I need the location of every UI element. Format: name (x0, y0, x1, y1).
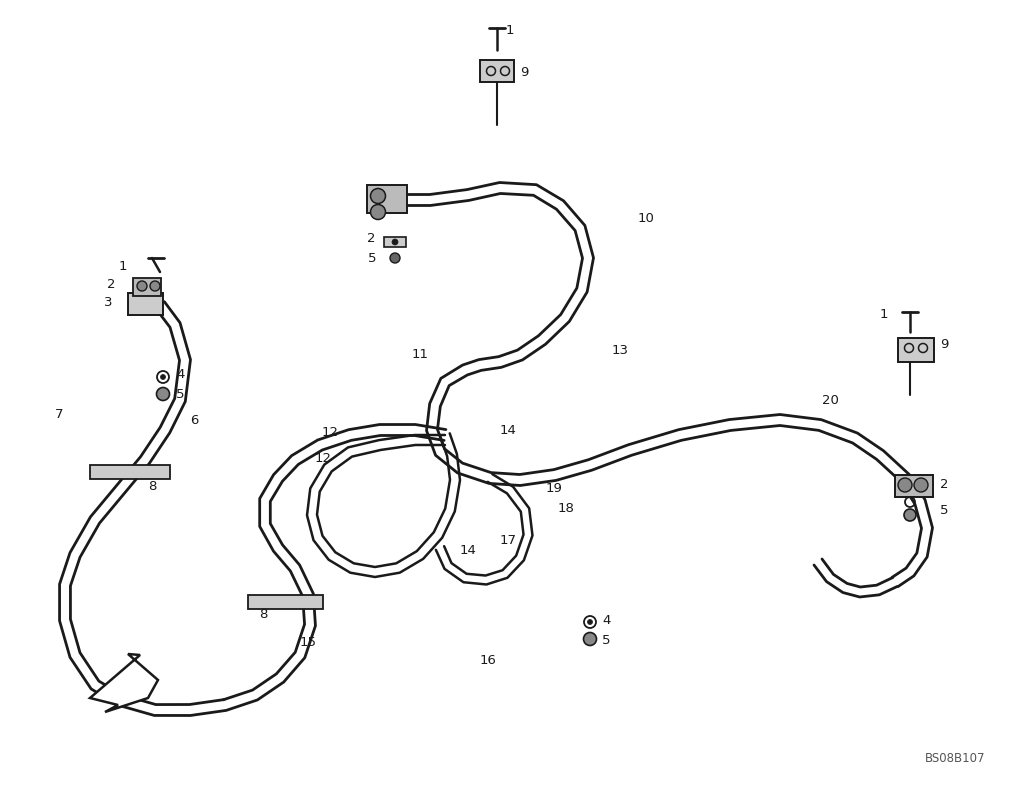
Text: 16: 16 (480, 653, 496, 667)
Text: 10: 10 (638, 211, 654, 225)
Text: 2: 2 (940, 478, 948, 490)
Circle shape (914, 478, 928, 492)
Circle shape (160, 374, 165, 380)
Text: 8: 8 (259, 608, 268, 620)
Bar (133, 278, 161, 296)
Circle shape (150, 281, 160, 291)
Text: 5: 5 (368, 252, 376, 265)
Bar (90, 465, 170, 479)
Circle shape (904, 509, 916, 521)
Text: 5: 5 (602, 634, 611, 647)
Text: 13: 13 (612, 343, 629, 357)
Text: 5: 5 (176, 387, 184, 401)
Text: 8: 8 (148, 480, 156, 494)
Circle shape (137, 281, 147, 291)
Text: 1: 1 (119, 259, 127, 273)
Polygon shape (90, 654, 158, 712)
Bar (480, 60, 514, 82)
Bar (128, 293, 163, 315)
Bar (248, 595, 323, 609)
Circle shape (898, 478, 912, 492)
Bar (384, 237, 406, 247)
Text: 6: 6 (190, 413, 199, 427)
Text: 4: 4 (176, 369, 184, 381)
Text: 19: 19 (546, 482, 563, 494)
Text: 14: 14 (460, 543, 477, 556)
Text: 17: 17 (500, 534, 517, 546)
Text: 2: 2 (368, 232, 376, 244)
Circle shape (371, 204, 386, 219)
Text: 1: 1 (506, 24, 515, 36)
Text: 4: 4 (602, 614, 611, 626)
Text: 2: 2 (107, 277, 116, 291)
Circle shape (583, 633, 597, 645)
Circle shape (392, 239, 398, 245)
Text: 11: 11 (412, 348, 428, 362)
Bar (895, 475, 933, 497)
Text: 12: 12 (322, 425, 339, 439)
Text: 5: 5 (940, 504, 948, 516)
Text: 14: 14 (500, 424, 517, 436)
Circle shape (371, 189, 386, 204)
Text: BS08B107: BS08B107 (925, 751, 985, 765)
Text: 20: 20 (822, 394, 839, 406)
Circle shape (156, 387, 169, 401)
Text: 12: 12 (315, 451, 332, 465)
Circle shape (390, 253, 400, 263)
Text: 18: 18 (558, 501, 574, 515)
Text: 3: 3 (103, 296, 112, 308)
Bar (367, 185, 407, 213)
Text: 1: 1 (879, 307, 888, 321)
Text: 7: 7 (55, 407, 64, 421)
Text: 9: 9 (520, 65, 529, 79)
Text: 9: 9 (940, 337, 948, 351)
Bar (898, 338, 934, 362)
Text: 15: 15 (300, 636, 317, 648)
Circle shape (588, 619, 593, 625)
